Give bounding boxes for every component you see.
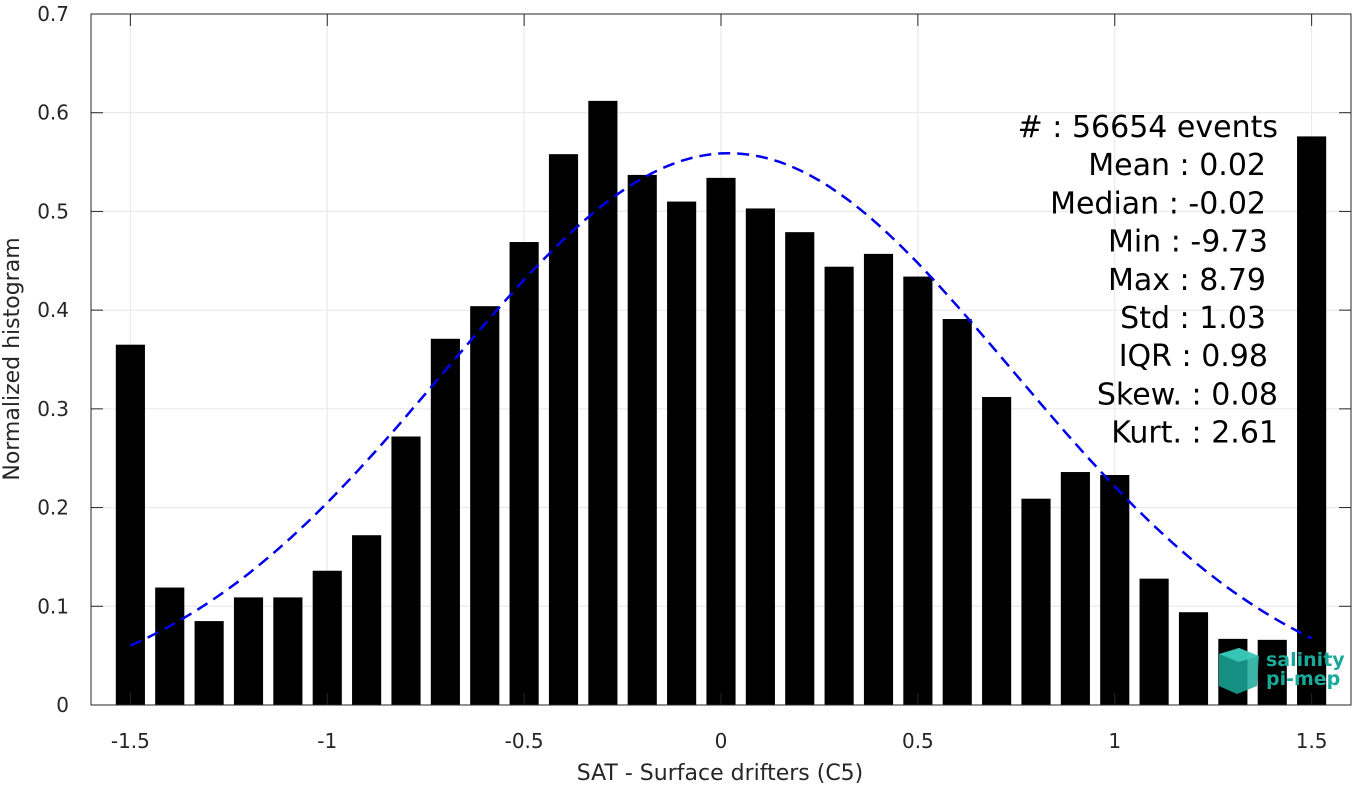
bar-24 bbox=[1060, 472, 1090, 705]
y-axis-ticks: 0 0.1 0.2 0.3 0.4 0.5 0.6 0.7 bbox=[37, 2, 1351, 717]
bar-1 bbox=[155, 587, 185, 705]
stat-line-4: Max : 8.79 bbox=[1108, 263, 1266, 298]
bar-20 bbox=[903, 276, 933, 705]
stat-line-3: Min : -9.73 bbox=[1108, 225, 1268, 260]
bar-5 bbox=[312, 570, 342, 705]
logo-text-salinity: salinity bbox=[1266, 649, 1345, 671]
y-tick-label-4: 0.4 bbox=[37, 298, 69, 322]
bar-4 bbox=[273, 597, 303, 705]
bar-8 bbox=[430, 338, 460, 705]
bar-2 bbox=[194, 621, 224, 705]
stat-line-8: Kurt. : 2.61 bbox=[1111, 416, 1278, 451]
histogram-bars bbox=[115, 100, 1327, 706]
stat-line-6: IQR : 0.98 bbox=[1119, 339, 1268, 374]
x-axis-label: SAT - Surface drifters (C5) bbox=[577, 761, 864, 785]
stat-line-5: Std : 1.03 bbox=[1120, 301, 1266, 336]
bar-29 bbox=[1257, 639, 1287, 705]
bar-13 bbox=[627, 174, 657, 705]
bar-30 bbox=[1297, 136, 1327, 706]
bar-7 bbox=[391, 436, 421, 705]
y-tick-label-6: 0.6 bbox=[37, 101, 69, 125]
bar-18 bbox=[824, 266, 854, 705]
y-tick-label-0: 0 bbox=[56, 693, 69, 717]
bar-3 bbox=[233, 597, 264, 705]
bar-23 bbox=[1021, 498, 1051, 705]
x-tick-label-2: -0.5 bbox=[505, 729, 544, 753]
bar-16 bbox=[745, 208, 775, 705]
stat-line-0: # : 56654 events bbox=[1018, 110, 1278, 145]
y-tick-label-1: 0.1 bbox=[37, 594, 69, 618]
stat-line-2: Median : -0.02 bbox=[1050, 186, 1266, 221]
y-tick-label-2: 0.2 bbox=[37, 496, 69, 520]
x-tick-label-5: 1 bbox=[1108, 729, 1121, 753]
x-axis-ticks: -1.5 -1 -0.5 0 0.5 1 1.5 bbox=[111, 14, 1328, 753]
bar-25 bbox=[1100, 474, 1130, 705]
bar-19 bbox=[863, 253, 894, 705]
x-tick-label-1: -1 bbox=[317, 729, 337, 753]
bar-6 bbox=[352, 535, 382, 705]
x-tick-label-3: 0 bbox=[715, 729, 728, 753]
bar-0 bbox=[115, 344, 145, 705]
bar-14 bbox=[667, 201, 697, 706]
bar-17 bbox=[785, 232, 815, 705]
x-tick-label-6: 1.5 bbox=[1296, 729, 1328, 753]
bar-22 bbox=[982, 397, 1012, 705]
bar-10 bbox=[509, 242, 539, 705]
salinity-pi-mep-logo: salinity pi-mep bbox=[1219, 648, 1345, 694]
bar-26 bbox=[1139, 578, 1169, 705]
x-tick-label-4: 0.5 bbox=[902, 729, 934, 753]
bar-27 bbox=[1178, 612, 1209, 705]
x-tick-label-0: -1.5 bbox=[111, 729, 150, 753]
bar-21 bbox=[942, 319, 972, 705]
y-tick-label-5: 0.5 bbox=[37, 199, 69, 223]
stat-line-7: Skew. : 0.08 bbox=[1097, 377, 1278, 412]
stat-line-1: Mean : 0.02 bbox=[1088, 148, 1266, 183]
bar-15 bbox=[706, 177, 736, 705]
y-axis-label: Normalized histogram bbox=[0, 237, 25, 480]
bar-11 bbox=[548, 154, 579, 705]
gaussian-fit-curve bbox=[129, 151, 1313, 647]
logo-cube-icon bbox=[1219, 648, 1259, 694]
logo-cube-face bbox=[1219, 648, 1259, 662]
bar-12 bbox=[588, 100, 618, 705]
logo-text-pi-mep: pi-mep bbox=[1266, 668, 1340, 690]
bar-9 bbox=[470, 306, 500, 705]
y-tick-label-7: 0.7 bbox=[37, 2, 69, 26]
y-tick-label-3: 0.3 bbox=[37, 397, 69, 421]
